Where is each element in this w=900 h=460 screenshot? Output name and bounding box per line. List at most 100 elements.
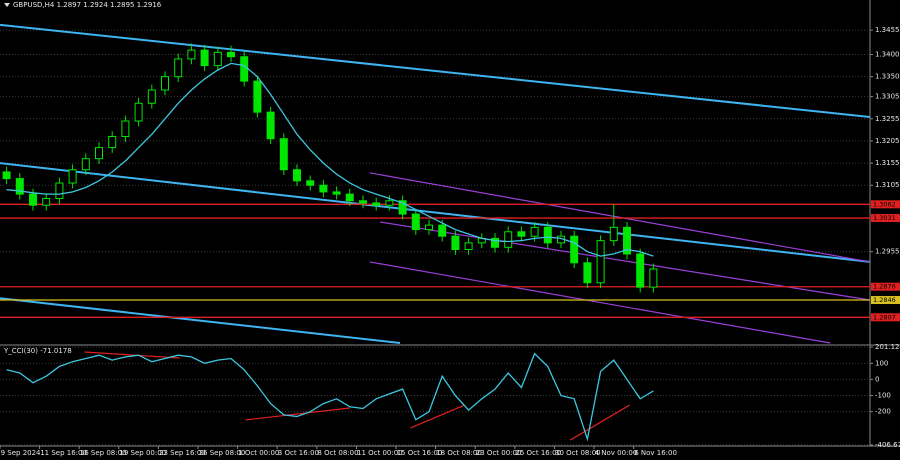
x-tick-label: 15 Oct 16:00 xyxy=(397,449,443,457)
indicator-title: Y_CCI(30) -71.0178 xyxy=(3,347,72,355)
x-tick-label: 30 Oct 08:00 xyxy=(555,449,601,457)
y-tick-label: -406.6772 xyxy=(875,441,900,449)
candle-body xyxy=(121,120,130,138)
x-tick-label: 18 Oct 08:00 xyxy=(436,449,482,457)
candle-body xyxy=(332,191,341,195)
candle-body xyxy=(187,49,196,60)
candle-body xyxy=(609,226,618,242)
trend-line xyxy=(0,162,870,263)
level-box xyxy=(871,296,900,305)
candle-body xyxy=(623,226,631,255)
candle-body xyxy=(95,147,103,160)
x-tick-label: 23 Sep 16:00 xyxy=(159,449,206,457)
x-tick-label: 4 Nov 00:00 xyxy=(595,449,638,457)
x-tick-label: 25 Oct 16:00 xyxy=(515,449,561,457)
level-label: 1.2807 xyxy=(873,313,896,321)
candle-body xyxy=(213,51,222,67)
x-tick-label: 23 Oct 00:00 xyxy=(476,449,522,457)
candle-body xyxy=(596,240,605,284)
candle-body xyxy=(438,224,447,237)
y-tick-label: -100 xyxy=(875,392,891,400)
x-tick-label: 3 Oct 16:00 xyxy=(278,449,319,457)
candle-body xyxy=(398,200,407,215)
candle-body xyxy=(583,262,592,284)
y-tick-label: 1.3205 xyxy=(875,137,900,145)
candle-body xyxy=(81,158,90,171)
candle-body xyxy=(306,180,315,186)
level-label: 1.2876 xyxy=(873,283,896,291)
trend-line xyxy=(369,172,870,263)
trend-line xyxy=(569,404,630,441)
trend-line xyxy=(0,23,870,119)
candle-body xyxy=(174,58,183,78)
candle-body xyxy=(2,171,11,180)
candle-body xyxy=(359,200,367,204)
symbol-icon xyxy=(4,3,10,7)
candle-body xyxy=(161,76,169,91)
candle-body xyxy=(240,56,249,82)
x-tick-label: 11 Oct 00:00 xyxy=(357,449,403,457)
candle-body xyxy=(385,200,394,206)
y-tick-label: -200 xyxy=(875,408,891,416)
candle-body xyxy=(543,226,552,244)
cci-line xyxy=(6,352,654,442)
level-label: 1.2846 xyxy=(873,296,896,304)
x-tick-label: 8 Oct 08:00 xyxy=(317,449,358,457)
candle-body xyxy=(42,198,51,206)
candle-body xyxy=(372,202,381,206)
candle-body xyxy=(68,169,77,184)
chart-title: GBPUSD,H4 1.2897 1.2924 1.2895 1.2916 xyxy=(13,1,162,9)
candle-body xyxy=(134,102,143,122)
candle-body xyxy=(29,193,37,206)
candle-body xyxy=(411,213,420,231)
candle-body xyxy=(425,224,433,231)
candle-body xyxy=(253,80,262,113)
y-tick-label: 1.3305 xyxy=(875,93,900,101)
candle-body xyxy=(464,242,473,251)
level-label: 1.3031 xyxy=(873,214,896,222)
candle-body xyxy=(293,169,301,182)
level-box xyxy=(871,282,900,291)
y-tick-label: 201.1248 xyxy=(875,343,900,351)
level-box xyxy=(871,313,900,322)
x-tick-label: 1 Oct 00:00 xyxy=(238,449,279,457)
trend-line xyxy=(410,404,465,429)
y-tick-label: 1.3350 xyxy=(875,73,900,81)
candle-body xyxy=(147,89,156,104)
y-tick-label: 1.3400 xyxy=(875,51,900,59)
x-tick-label: 19 Sep 00:00 xyxy=(119,449,166,457)
level-box xyxy=(871,214,900,223)
y-tick-label: 0 xyxy=(875,375,879,383)
candle-body xyxy=(266,111,275,140)
x-tick-label: 26 Sep 08:00 xyxy=(199,449,246,457)
candle-body xyxy=(517,231,526,237)
x-tick-label: 9 Sep 2024 xyxy=(1,449,41,457)
y-tick-label: 100 xyxy=(875,359,888,367)
y-tick-label: 1.3455 xyxy=(875,26,900,34)
candle-body xyxy=(530,226,539,237)
candle-body xyxy=(649,268,658,288)
y-tick-label: 1.3155 xyxy=(875,159,900,167)
candle-body xyxy=(345,193,354,202)
level-label: 1.3062 xyxy=(873,200,896,208)
trend-line xyxy=(0,297,401,344)
candle-body xyxy=(55,182,64,200)
candle-body xyxy=(636,253,645,288)
candle-body xyxy=(491,237,499,248)
candle-body xyxy=(15,178,24,195)
candle-body xyxy=(451,235,460,251)
x-tick-label: 6 Nov 16:00 xyxy=(634,449,677,457)
candle-body xyxy=(570,235,579,264)
candle-body xyxy=(200,49,209,67)
x-tick-label: 16 Sep 08:00 xyxy=(80,449,127,457)
candle-body xyxy=(279,138,288,171)
candle-body xyxy=(108,136,117,149)
y-tick-label: 1.3255 xyxy=(875,115,900,123)
candle-body xyxy=(227,51,235,58)
candle-body xyxy=(504,231,513,248)
trend-line xyxy=(369,261,831,344)
y-tick-label: 1.2955 xyxy=(875,248,900,256)
